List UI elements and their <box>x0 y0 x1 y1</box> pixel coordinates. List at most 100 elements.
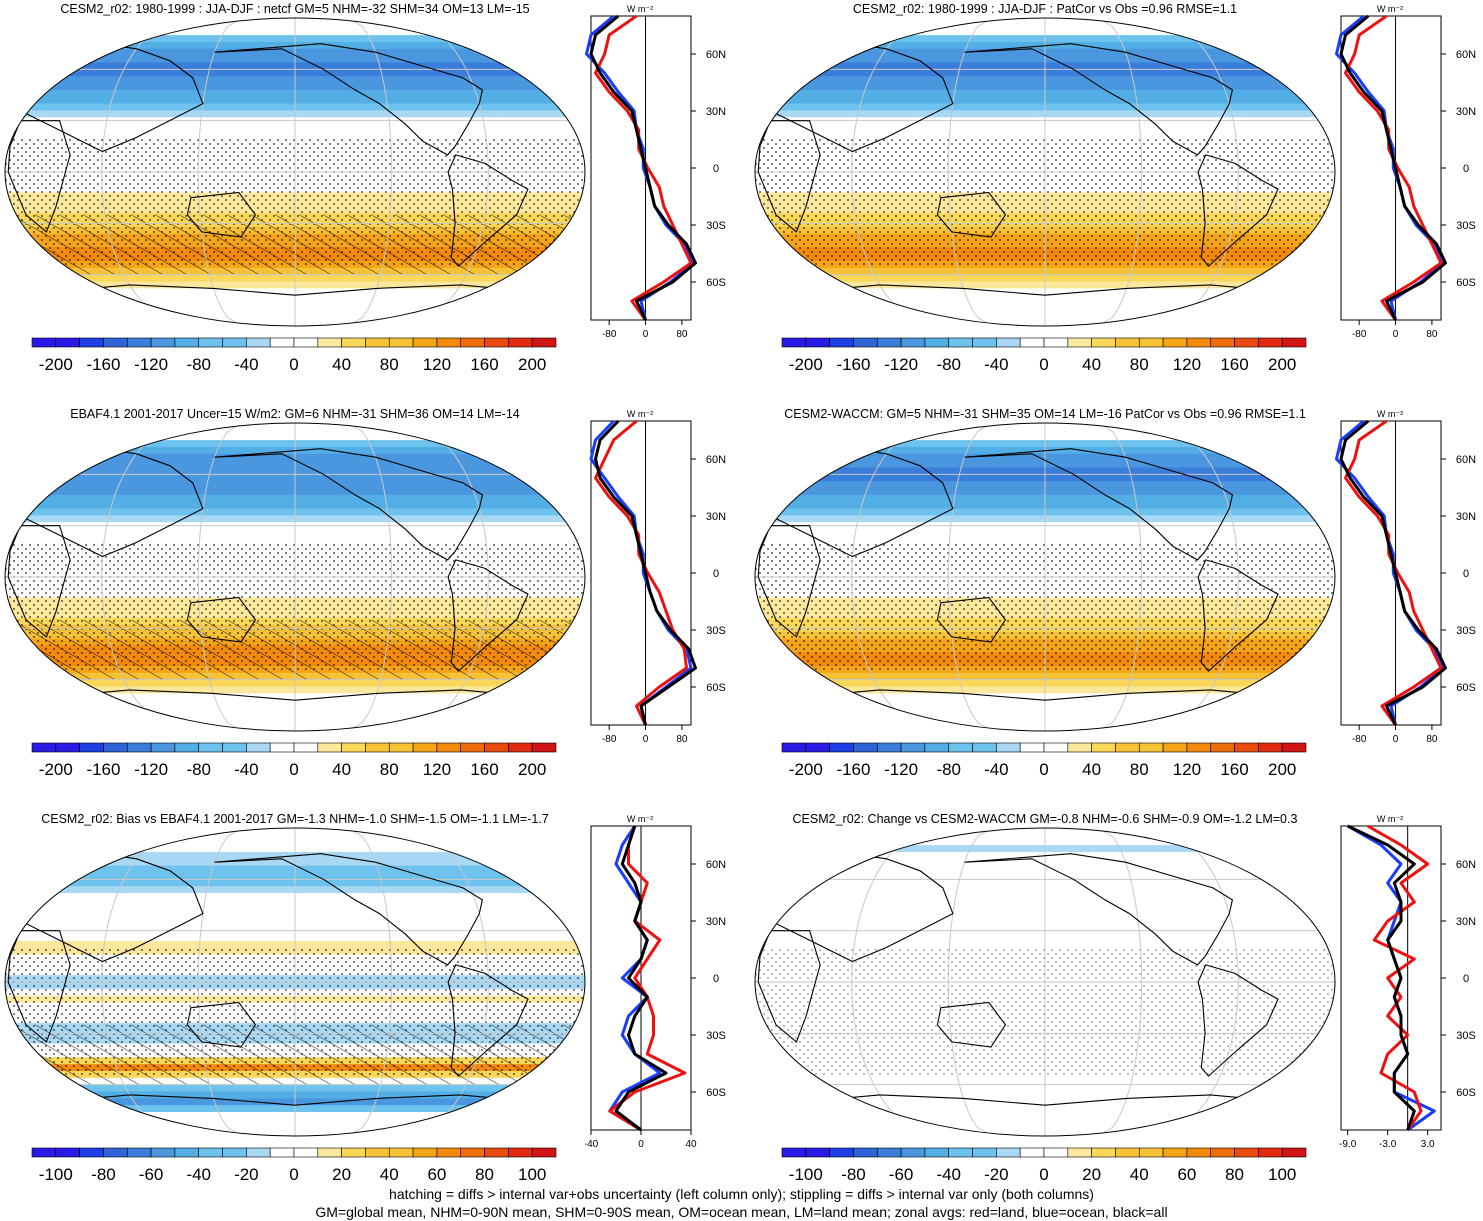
map-title: CESM2-WACCM: GM=5 NHM=-31 SHM=35 OM=14 L… <box>784 407 1306 421</box>
colorbar-swatch <box>31 337 57 348</box>
colorbar-swatch <box>150 742 176 753</box>
colorbar-swatch <box>150 1147 176 1158</box>
lat-tick-label: 0 <box>1463 568 1469 580</box>
colorbar-swatch <box>876 337 902 348</box>
continent-north-america <box>214 853 484 966</box>
colorbar-swatch <box>103 742 128 753</box>
map-border <box>4 17 586 327</box>
continent-north-america <box>964 43 1234 156</box>
lat-tick-label: 30S <box>706 1030 726 1042</box>
colorbar-swatch <box>1210 1147 1235 1158</box>
colorbar-swatch <box>1186 742 1212 753</box>
continent-antarctica <box>53 1094 537 1136</box>
colorbar-swatch <box>972 337 997 348</box>
colorbar-swatch <box>222 337 247 348</box>
colorbar-swatch <box>412 1147 438 1158</box>
colorbar-swatch <box>853 337 878 348</box>
profile-unit-label: W m⁻² <box>627 409 653 419</box>
continent-north-america <box>964 853 1234 966</box>
colorbar-swatch <box>805 742 830 753</box>
colorbar-swatch <box>436 1147 462 1158</box>
colorbar-tick-label: -80 <box>186 355 211 374</box>
zonal-profile: W m⁻² 60N 30N 0 30S 60S -80 0 80 <box>1335 4 1476 340</box>
world-map <box>4 422 586 732</box>
lat-tick-label: 30S <box>1456 1030 1476 1042</box>
colorbar-swatch <box>436 742 462 753</box>
colorbar-tick-label: -200 <box>39 355 73 374</box>
colorbar-tick-label: 0 <box>1039 355 1048 374</box>
colorbar-tick-label: -40 <box>984 355 1009 374</box>
colorbar-tick-label: 120 <box>423 355 451 374</box>
colorbar-tick-label: -160 <box>836 355 870 374</box>
all-zonal-line <box>1347 824 1416 1131</box>
colorbar-tick-label: 100 <box>518 1165 546 1184</box>
colorbar-swatch <box>126 337 152 348</box>
colorbar: -200 -160 -120 -80 -40 0 40 80 120 160 200 <box>781 337 1307 374</box>
lat-tick-label: 0 <box>1463 973 1469 985</box>
colorbar-tick-label: 120 <box>1173 355 1201 374</box>
profile-x-tick-label: -80 <box>602 329 617 340</box>
colorbar-swatch <box>1281 1147 1307 1158</box>
continent-australia <box>186 1001 257 1048</box>
colorbar-tick-label: -120 <box>134 760 168 779</box>
map-border <box>754 17 1336 327</box>
colorbar-swatch <box>436 337 462 348</box>
colorbar-swatch <box>103 337 128 348</box>
profile-unit-label: W m⁻² <box>627 814 653 824</box>
world-map <box>754 422 1336 732</box>
colorbar-swatch <box>1162 742 1188 753</box>
map-title: CESM2_r02: Change vs CESM2-WACCM GM=-0.8… <box>792 812 1298 826</box>
colorbar-swatch <box>460 1147 485 1158</box>
colorbar-tick-label: -120 <box>884 355 918 374</box>
land-zonal-line <box>594 419 688 726</box>
colorbar-tick-label: 0 <box>1039 760 1048 779</box>
colorbar-swatch <box>174 337 200 348</box>
colorbar-tick-label: 200 <box>1268 760 1296 779</box>
colorbar-tick-label: -100 <box>39 1165 73 1184</box>
colorbar-swatch <box>174 742 200 753</box>
colorbar-swatch <box>924 337 950 348</box>
lat-tick-label: 60S <box>1456 277 1476 289</box>
colorbar-swatch <box>829 337 854 348</box>
colorbar-tick-label: 80 <box>1225 1165 1244 1184</box>
map-border <box>4 422 586 732</box>
colorbar-swatch <box>55 1147 80 1158</box>
profile-x-tick-label: -80 <box>602 734 617 745</box>
colorbar-swatch <box>924 742 950 753</box>
colorbar-swatch <box>126 1147 152 1158</box>
colorbar-swatch <box>317 1147 342 1158</box>
colorbar-tick-label: 200 <box>1268 355 1296 374</box>
map-title: EBAF4.1 2001-2017 Uncer=15 W/m2: GM=6 NH… <box>70 407 520 421</box>
zonal-profile: W m⁻² 60N 30N 0 30S 60S -80 0 80 <box>1335 409 1476 745</box>
continent-africa <box>757 120 821 233</box>
colorbar-swatch <box>805 337 830 348</box>
colorbar-swatch <box>996 1147 1021 1158</box>
colorbar-swatch <box>341 742 366 753</box>
colorbar-swatch <box>1115 337 1140 348</box>
continent-antarctica <box>53 689 537 731</box>
colorbar-tick-label: 40 <box>1082 760 1101 779</box>
profile-x-tick-label: 0 <box>638 1139 644 1150</box>
colorbar: -100 -80 -60 -40 -20 0 20 40 60 80 100 <box>781 1147 1307 1184</box>
panel-4: CESM2-WACCM: GM=5 NHM=-31 SHM=35 OM=14 L… <box>750 405 1483 810</box>
continent-australia <box>936 191 1007 238</box>
lat-tick-label: 0 <box>713 568 719 580</box>
colorbar-tick-label: 100 <box>1268 1165 1296 1184</box>
lat-tick-label: 30N <box>1456 511 1476 523</box>
colorbar-swatch <box>1091 337 1116 348</box>
colorbar-tick-label: -20 <box>984 1165 1009 1184</box>
colorbar-swatch <box>1138 1147 1164 1158</box>
lat-tick-label: 0 <box>1463 163 1469 175</box>
continent-antarctica <box>803 284 1287 326</box>
colorbar-swatch <box>126 742 152 753</box>
colorbar-swatch <box>55 742 80 753</box>
profile-x-tick-label: -9.0 <box>1339 1139 1357 1150</box>
map-title: CESM2_r02: Bias vs EBAF4.1 2001-2017 GM=… <box>41 812 549 826</box>
profile-x-tick-label: 0 <box>643 734 649 745</box>
lat-tick-label: 30S <box>706 625 726 637</box>
lat-tick-label: 60N <box>1456 49 1476 61</box>
colorbar-swatch <box>1091 742 1116 753</box>
colorbar: -200 -160 -120 -80 -40 0 40 80 120 160 200 <box>31 337 557 374</box>
colorbar-swatch <box>174 1147 200 1158</box>
colorbar-swatch <box>531 337 557 348</box>
